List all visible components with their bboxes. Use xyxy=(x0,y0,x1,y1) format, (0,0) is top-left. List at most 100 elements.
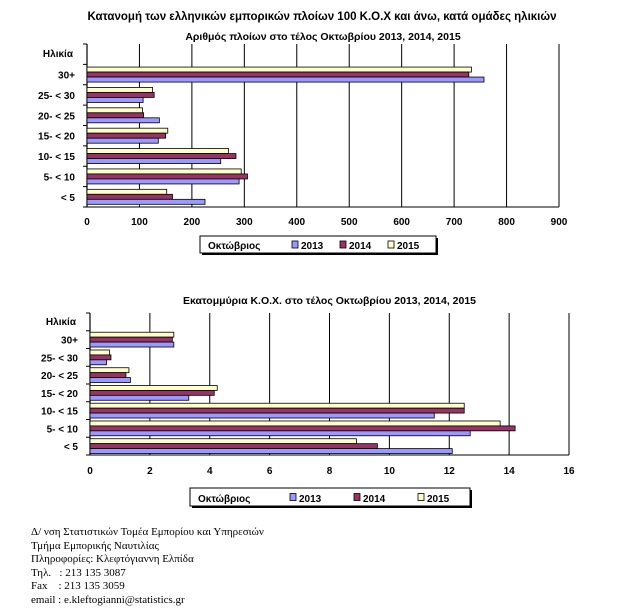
bar-2014 xyxy=(86,193,173,200)
legend-swatch-2013 xyxy=(291,240,299,249)
x-tick-label: 2 xyxy=(147,466,153,477)
bar-2015 xyxy=(89,385,218,391)
legend-swatch-2013 xyxy=(289,493,297,501)
bar-2015 xyxy=(86,188,168,195)
category-label: 25- < 30 xyxy=(38,91,75,102)
bar-2014 xyxy=(86,153,237,159)
bar-2013 xyxy=(89,359,107,366)
x-tick-label: 600 xyxy=(393,217,410,228)
bar-2013 xyxy=(86,76,485,83)
legend-swatch-2015 xyxy=(387,240,395,249)
bar-2015 xyxy=(89,367,130,374)
chart-title: Εκατομμύρια Κ.Ο.Χ. στο τέλος Οκτωβρίου 2… xyxy=(183,295,476,307)
legend-label: 2014 xyxy=(349,241,372,252)
x-tick-label: 10 xyxy=(384,466,396,477)
bar-2015 xyxy=(86,168,242,175)
y-axis-label: Ηλικία xyxy=(43,49,74,60)
legend-title: Οκτώβριος xyxy=(208,241,260,252)
legend-label: 2013 xyxy=(299,494,322,505)
bar-2014 xyxy=(89,372,127,378)
bar-2014 xyxy=(89,336,173,343)
bar-2015 xyxy=(89,402,465,409)
bar-2013 xyxy=(89,412,435,419)
footer-line: email : e.kleftogianni@statistics.gr xyxy=(31,593,185,606)
bar-2013 xyxy=(89,394,190,401)
x-tick-label: 500 xyxy=(341,217,358,228)
legend-label: 2015 xyxy=(427,494,450,505)
bar-2014 xyxy=(86,92,155,98)
bar-2014 xyxy=(89,354,112,361)
x-tick-label: 14 xyxy=(504,466,516,477)
category-label: 5- < 10 xyxy=(44,172,76,183)
x-tick-label: 400 xyxy=(288,217,305,228)
bar-2015 xyxy=(89,420,501,427)
bar-2015 xyxy=(86,66,472,73)
legend-label: 2015 xyxy=(397,241,420,252)
bar-2015 xyxy=(86,127,169,134)
footer: Δ/ νση Στατιστικών Τομέα Εμπορίου και Υπ… xyxy=(31,526,264,608)
category-label: 25- < 30 xyxy=(41,353,78,364)
x-tick-label: 0 xyxy=(87,466,93,477)
x-tick-label: 0 xyxy=(84,217,90,228)
legend-label: 2013 xyxy=(301,241,324,252)
x-tick-label: 12 xyxy=(444,466,456,477)
category-label: < 5 xyxy=(64,442,79,453)
bar-2014 xyxy=(86,71,470,78)
bar-2014 xyxy=(86,132,167,139)
category-label: 30+ xyxy=(61,336,78,347)
category-label: 20- < 25 xyxy=(38,111,75,122)
x-tick-label: 800 xyxy=(498,217,515,228)
bar-2013 xyxy=(86,97,144,103)
bar-2013 xyxy=(89,341,175,348)
footer-line: Τηλ. : 213 135 3087 xyxy=(31,566,126,579)
x-tick-label: 4 xyxy=(207,466,213,477)
main-title: Κατανομή των ελληνικών εμπορικών πλοίων … xyxy=(88,11,557,23)
x-tick-label: 200 xyxy=(184,217,201,228)
category-label: < 5 xyxy=(61,193,76,204)
bar-2014 xyxy=(89,390,215,396)
footer-line: Τμήμα Εμπορικής Ναυτιλίας xyxy=(31,539,159,552)
footer-line: Fax : 213 135 3059 xyxy=(31,580,125,593)
y-axis-label: Ηλικία xyxy=(46,317,77,328)
legend-swatch-2014 xyxy=(353,493,361,501)
x-tick-label: 700 xyxy=(446,217,463,228)
bar-2014 xyxy=(86,173,248,180)
bar-2013 xyxy=(89,377,131,383)
bar-2015 xyxy=(89,349,110,356)
category-label: 5- < 10 xyxy=(47,424,79,435)
bar-2015 xyxy=(89,438,357,445)
category-label: 15- < 20 xyxy=(38,132,75,143)
bar-2013 xyxy=(86,117,160,124)
legend-label: 2014 xyxy=(363,494,386,505)
bar-2013 xyxy=(89,430,471,437)
bar-2014 xyxy=(89,443,378,449)
legend-swatch-2014 xyxy=(339,240,347,249)
bar-2013 xyxy=(89,448,453,454)
bar-2015 xyxy=(86,87,153,93)
legend-swatch-2015 xyxy=(417,493,425,501)
category-label: 10- < 15 xyxy=(38,152,75,163)
x-tick-label: 300 xyxy=(236,217,253,228)
x-tick-label: 8 xyxy=(327,466,333,477)
bar-2014 xyxy=(89,407,465,414)
x-tick-label: 16 xyxy=(563,466,575,477)
bar-2013 xyxy=(86,198,206,205)
legend-title: Οκτώβριος xyxy=(198,494,250,505)
bar-2015 xyxy=(86,107,143,114)
bar-2015 xyxy=(86,148,230,154)
x-tick-label: 100 xyxy=(131,217,148,228)
category-label: 30+ xyxy=(58,71,75,82)
category-label: 10- < 15 xyxy=(41,407,78,418)
bar-2013 xyxy=(86,158,222,164)
category-label: 20- < 25 xyxy=(41,371,78,382)
bar-2015 xyxy=(89,331,175,338)
bar-2014 xyxy=(89,425,516,432)
bar-2013 xyxy=(86,137,159,144)
chart-title: Αριθμός πλοίων στο τέλος Οκτωβρίου 2013,… xyxy=(185,31,460,43)
x-tick-label: 900 xyxy=(551,217,568,228)
bar-2013 xyxy=(86,178,240,185)
legend xyxy=(189,487,471,507)
footer-line: Πληροφορίες: Κλεφτόγιαννη Ελπίδα xyxy=(31,553,194,566)
legend xyxy=(199,235,437,254)
